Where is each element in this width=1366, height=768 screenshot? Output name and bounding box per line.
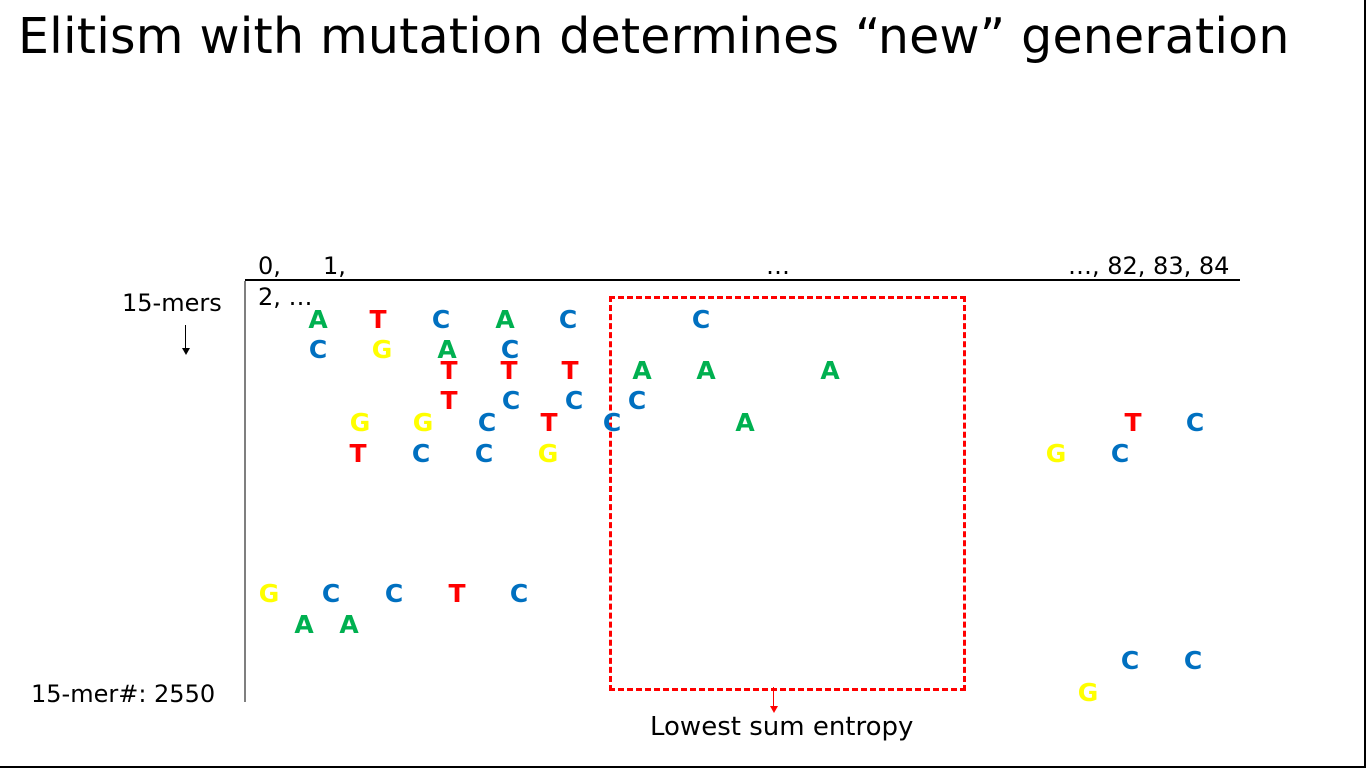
- column-index-1: 1,: [323, 252, 346, 280]
- nucleotide: C: [1120, 646, 1140, 675]
- nucleotide: C: [431, 305, 451, 334]
- red-arrow-head-icon: [770, 706, 778, 713]
- nucleotide: C: [602, 408, 622, 437]
- nucleotide: A: [495, 305, 515, 334]
- nucleotide: C: [1183, 646, 1203, 675]
- nucleotide: T: [369, 305, 387, 334]
- nucleotide: G: [258, 579, 280, 608]
- nucleotide: C: [477, 408, 497, 437]
- nucleotide: A: [339, 610, 359, 639]
- nucleotide: A: [820, 356, 840, 385]
- nucleotide: T: [349, 439, 367, 468]
- nucleotide: C: [1110, 439, 1130, 468]
- nucleotide: G: [1077, 678, 1099, 707]
- nucleotide: G: [412, 408, 434, 437]
- nucleotide: T: [440, 386, 458, 415]
- row-axis-label: 15-mers: [122, 289, 222, 317]
- column-index-second-row: 2, …: [258, 283, 313, 311]
- nucleotide: T: [440, 356, 458, 385]
- nucleotide: A: [294, 610, 314, 639]
- row-axis-end-label: 15-mer#: 2550: [31, 680, 216, 708]
- nucleotide: C: [500, 335, 520, 364]
- nucleotide: A: [632, 356, 652, 385]
- nucleotide: C: [509, 579, 529, 608]
- nucleotide: G: [1045, 439, 1067, 468]
- row-axis-line: [244, 281, 246, 702]
- nucleotide: C: [321, 579, 341, 608]
- nucleotide: T: [448, 579, 466, 608]
- nucleotide: C: [411, 439, 431, 468]
- nucleotide: C: [1185, 408, 1205, 437]
- column-index-0: 0,: [258, 252, 281, 280]
- nucleotide: T: [500, 356, 518, 385]
- lowest-entropy-label: Lowest sum entropy: [650, 712, 914, 742]
- nucleotide: A: [696, 356, 716, 385]
- nucleotide: C: [691, 305, 711, 334]
- nucleotide: A: [437, 335, 457, 364]
- nucleotide: T: [561, 356, 579, 385]
- slide-right-border: [1364, 0, 1366, 768]
- nucleotide: A: [735, 408, 755, 437]
- column-index-ellipsis: …: [766, 252, 790, 280]
- slide-bottom-border: [0, 766, 1366, 768]
- column-axis-line: [245, 279, 1240, 281]
- nucleotide: C: [558, 305, 578, 334]
- down-arrow-icon: [185, 325, 186, 349]
- nucleotide: C: [564, 386, 584, 415]
- nucleotide: C: [627, 386, 647, 415]
- red-arrow-icon: [773, 687, 774, 707]
- nucleotide: C: [501, 386, 521, 415]
- down-arrow-head-icon: [182, 348, 190, 355]
- slide-title: Elitism with mutation determines “new” g…: [18, 8, 1290, 65]
- nucleotide: T: [1124, 408, 1142, 437]
- column-index-end: …, 82, 83, 84: [1068, 252, 1230, 280]
- nucleotide: C: [474, 439, 494, 468]
- nucleotide: G: [371, 335, 393, 364]
- nucleotide: C: [308, 335, 328, 364]
- nucleotide: C: [384, 579, 404, 608]
- lowest-entropy-box: [609, 296, 966, 691]
- nucleotide: G: [537, 439, 559, 468]
- nucleotide: A: [308, 305, 328, 334]
- nucleotide: T: [540, 408, 558, 437]
- nucleotide: G: [349, 408, 371, 437]
